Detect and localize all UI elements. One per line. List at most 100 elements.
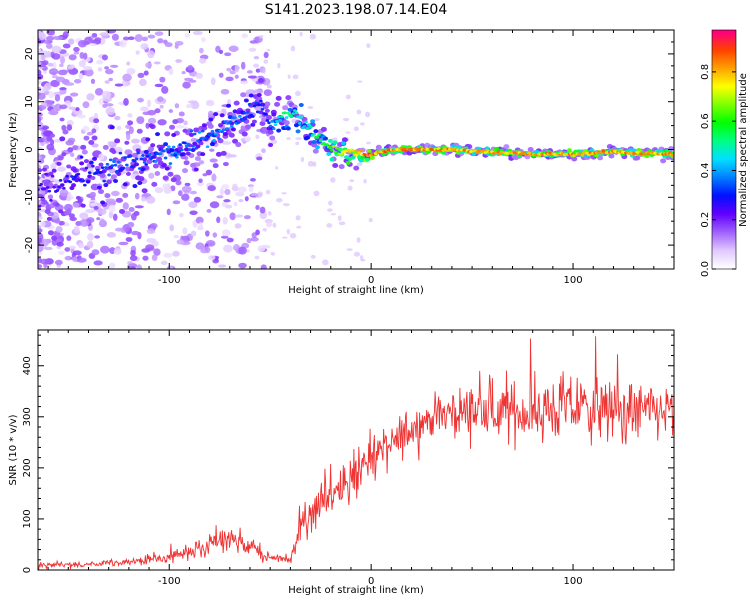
heatmap-ridge-cell (108, 158, 113, 162)
heatmap-noise-cell (300, 156, 305, 163)
heatmap-noise-cell (250, 192, 256, 197)
heatmap-ridge-cell (134, 162, 140, 167)
heatmap-noise-cell (38, 264, 43, 269)
heatmap-ridge-cell (67, 148, 73, 153)
heatmap-ridge-cell (188, 132, 194, 137)
heatmap-ridge-cell (275, 95, 282, 101)
heatmap-ridge-cell (340, 141, 346, 146)
heatmap-ridge-cell (189, 129, 194, 133)
heatmap-ridge-cell (496, 150, 501, 154)
heatmap-ridge-cell (192, 132, 197, 136)
heatmap-ridge-cell (123, 156, 128, 159)
heatmap-ridge-cell (332, 140, 338, 145)
heatmap-noise-cell (262, 68, 266, 74)
heatmap-ridge-cell (56, 161, 62, 166)
heatmap-noise-cell (69, 152, 75, 158)
heatmap-ridge-cell (92, 156, 98, 161)
colorbar-cell (712, 225, 736, 228)
heatmap-ridge-cell (304, 120, 308, 124)
colorbar-cell (712, 139, 736, 143)
heatmap-ridge-cell (213, 112, 219, 117)
heatmap-ridge-cell (118, 208, 125, 214)
heatmap-noise-cell (263, 89, 272, 96)
colorbar-cell (712, 125, 736, 129)
colorbar-label: Normalized spectral amplitude (738, 73, 749, 227)
heatmap-ridge-cell (115, 170, 119, 173)
heatmap-noise-cell (76, 257, 87, 263)
colorbar-cell (712, 30, 736, 33)
heatmap-ridge-cell (330, 148, 334, 152)
heatmap-noise-cell (77, 114, 86, 119)
heatmap-noise-cell (357, 80, 363, 83)
colorbar-cell (712, 181, 736, 184)
heatmap-noise-cell (55, 226, 63, 233)
heatmap-noise-cell (38, 106, 43, 111)
heatmap-ridge-cell (272, 127, 276, 131)
heatmap-ridge-cell (51, 235, 58, 241)
heatmap-ridge-cell (38, 204, 42, 208)
heatmap-ridge-cell (167, 145, 171, 149)
heatmap-ridge-cell (328, 146, 333, 150)
heatmap-noise-cell (114, 83, 124, 87)
heatmap-noise-cell (188, 100, 198, 104)
colorbar-cell (712, 243, 736, 246)
heatmap-noise-cell (59, 87, 67, 91)
heatmap-noise-cell (222, 216, 228, 225)
colorbar-cell (712, 197, 736, 200)
heatmap-noise-cell (98, 153, 105, 161)
heatmap-noise-cell (91, 32, 98, 38)
colorbar-cell (712, 99, 736, 103)
snr-frame (37, 329, 675, 571)
heatmap-ridge-cell (183, 141, 187, 145)
colorbar-cell (712, 113, 736, 117)
heatmap-ridge-cell (84, 166, 89, 170)
heatmap-noise-cell (249, 40, 257, 44)
heatmap-ridge-cell (83, 159, 89, 164)
heatmap-noise-cell (127, 36, 135, 41)
heatmap-noise-cell (122, 36, 130, 41)
heatmap-noise-cell (184, 33, 191, 38)
heatmap-noise-cell (104, 80, 110, 84)
heatmap-noise-cell (181, 185, 192, 193)
heatmap-ridge-cell (75, 220, 82, 226)
heatmap-noise-cell (205, 230, 210, 237)
heatmap-ridge-cell (295, 129, 301, 134)
heatmap-ridge-cell (148, 123, 154, 128)
colorbar-cell (712, 121, 736, 125)
heatmap-ridge-cell (57, 185, 61, 189)
heatmap-noise-cell (250, 237, 259, 242)
heatmap-noise-cell (39, 238, 50, 247)
heatmap-ridge-cell (284, 116, 289, 119)
heatmap-ridge-cell (98, 162, 104, 167)
heatmap-noise-cell (82, 101, 90, 109)
colorbar-cell (712, 133, 736, 137)
heatmap-noise-cell (195, 242, 205, 250)
heatmap-ridge-cell (102, 144, 109, 150)
heatmap-noise-cell (65, 140, 75, 146)
heatmap-noise-cell (56, 241, 64, 247)
heatmap-noise-cell (128, 126, 134, 135)
heatmap-ridge-cell (171, 145, 176, 149)
snr-x-label: Height of straight line (km) (288, 585, 424, 596)
heatmap-ridge-cell (283, 120, 290, 126)
heatmap-noise-cell (243, 215, 251, 220)
heatmap-noise-cell (204, 246, 211, 254)
colorbar-cell (712, 143, 736, 147)
heatmap-noise-cell (106, 30, 117, 34)
heatmap-noise-cell (168, 68, 174, 75)
heatmap-ridge-cell (50, 174, 55, 178)
heatmap-noise-cell (174, 43, 179, 49)
heatmap-ridge-cell (233, 116, 237, 120)
heatmap-noise-cell (130, 249, 136, 257)
colorbar-cell (712, 267, 736, 270)
heatmap-noise-cell (46, 36, 55, 42)
heatmap-ridge-cell (190, 162, 197, 168)
heatmap-ridge-cell (68, 213, 75, 219)
heatmap-noise-cell (221, 229, 231, 237)
heatmap-noise-cell (290, 45, 296, 52)
colorbar-cell (712, 57, 736, 61)
heatmap-noise-cell (196, 181, 205, 187)
heatmap-ridge-cell (61, 152, 67, 157)
heatmap-ridge-cell (204, 136, 208, 140)
heatmap-ridge-cell (142, 160, 147, 164)
